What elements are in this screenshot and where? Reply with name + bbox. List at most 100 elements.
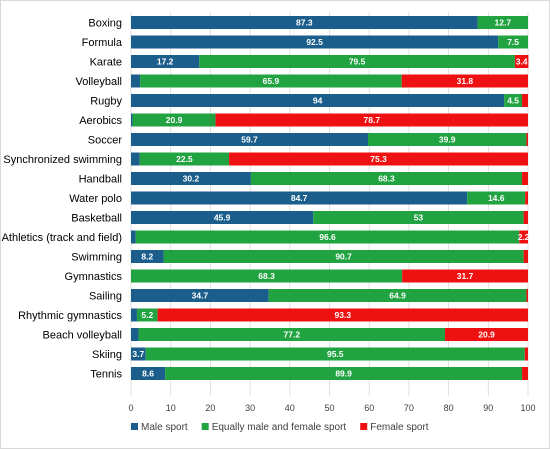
data-label: 8.2 — [141, 252, 153, 262]
data-label: 75.3 — [370, 154, 387, 164]
bar-segment — [519, 230, 528, 244]
bar-segment — [514, 55, 529, 68]
category-label: Beach volleyball — [43, 330, 123, 342]
bar-segment — [523, 250, 528, 263]
bars — [131, 16, 529, 380]
data-label: 3.4 — [516, 57, 528, 67]
category-label: Rhythmic gymnastics — [18, 310, 122, 322]
data-label: 7.5 — [507, 37, 519, 47]
data-labels: 87.3 12.7 92.5 7.5 17.2 79.5 3.4 65.9 31.8 94 4.5 2… — [132, 18, 529, 379]
data-label: 68.3 — [378, 174, 395, 184]
bar-segment — [140, 74, 402, 88]
bar-segment — [522, 172, 528, 185]
bar-segment — [268, 289, 527, 302]
data-label: 31.8 — [457, 76, 474, 86]
bar-segment — [229, 152, 528, 166]
data-label: 4.5 — [507, 96, 519, 106]
x-tick-label: 40 — [285, 403, 295, 413]
data-label: 64.9 — [389, 291, 406, 301]
bar-segment — [526, 133, 528, 146]
bar-segment — [368, 133, 527, 146]
category-label: Boxing — [88, 18, 122, 30]
category-label: Tennis — [90, 369, 122, 381]
bar-segment — [131, 152, 140, 166]
x-tick-label: 30 — [245, 403, 255, 413]
bar-segment — [131, 250, 164, 263]
bar-segment — [522, 367, 528, 380]
bar-segment — [522, 94, 528, 107]
x-tick-label: 100 — [520, 403, 535, 413]
data-label: 93.3 — [335, 310, 352, 320]
category-label: Gymnastics — [65, 271, 123, 283]
category-label: Water polo — [69, 193, 122, 205]
data-label: 14.6 — [488, 193, 505, 203]
category-label: Basketball — [71, 213, 122, 225]
data-label: 22.5 — [176, 154, 193, 164]
data-label: 65.9 — [263, 76, 280, 86]
bar-segment — [215, 113, 528, 127]
x-tick-label: 60 — [364, 403, 374, 413]
bar-segment — [131, 289, 269, 302]
data-label: 31.7 — [457, 271, 474, 281]
bar-segment — [199, 55, 515, 68]
category-label: Sailing — [89, 291, 122, 303]
x-tick-label: 0 — [128, 403, 133, 413]
legend-swatch — [131, 423, 138, 430]
data-label: 94 — [313, 96, 323, 106]
legend-swatch — [201, 423, 209, 430]
x-tick-label: 80 — [444, 403, 454, 413]
data-label: 12.7 — [495, 18, 512, 28]
data-label: 95.5 — [327, 349, 344, 359]
bar-segment — [131, 269, 403, 283]
data-label: 3.7 — [132, 349, 144, 359]
bar-segment — [135, 230, 520, 244]
bar-segment — [131, 308, 137, 322]
category-label: Formula — [82, 37, 123, 49]
data-label: 79.5 — [349, 57, 366, 67]
bar-segment — [445, 328, 528, 341]
bar-segment — [131, 367, 166, 380]
x-tick-label: 10 — [166, 403, 176, 413]
category-labels: Boxing Formula Karate Volleyball Rugby Aerobi… — [2, 18, 123, 381]
data-label: 78.7 — [364, 115, 381, 125]
bar-segment — [163, 250, 524, 263]
bar-segment — [131, 35, 499, 49]
bar-segment — [131, 230, 136, 244]
bar-segment — [524, 347, 528, 361]
data-label: 92.5 — [306, 37, 323, 47]
bar-segment — [131, 133, 369, 146]
data-label: 53 — [414, 213, 424, 223]
legend: Male sport Equally male and female sport F… — [131, 422, 429, 433]
data-label: 96.6 — [319, 232, 336, 242]
data-label: 59.7 — [241, 135, 258, 145]
category-label: Synchronized swimming — [3, 154, 122, 166]
data-label: 39.9 — [439, 135, 456, 145]
bar-segment — [250, 172, 523, 185]
x-tick-label: 90 — [483, 403, 493, 413]
bar-segment — [131, 94, 505, 107]
legend-label: Equally male and female sport — [212, 422, 347, 433]
data-label: 77.2 — [284, 330, 301, 340]
category-label: Athletics (track and field) — [2, 232, 122, 244]
bar-segment — [131, 55, 200, 68]
data-label: 17.2 — [157, 57, 174, 67]
bar-segment — [136, 308, 158, 322]
data-label: 45.9 — [214, 213, 231, 223]
bar-segment — [523, 211, 528, 224]
bar-segment — [139, 152, 230, 166]
bar-segment — [467, 191, 526, 205]
bar-segment — [401, 74, 528, 88]
bar-segment — [477, 16, 528, 29]
bar-segment — [157, 308, 528, 322]
category-label: Swimming — [71, 252, 122, 264]
data-label: 68.3 — [258, 271, 275, 281]
bar-segment — [313, 211, 524, 224]
bar-segment — [131, 16, 478, 29]
category-label: Aerobics — [79, 115, 122, 127]
data-label: 20.9 — [478, 330, 495, 340]
x-tick-label: 20 — [205, 403, 215, 413]
data-label: 30.2 — [183, 174, 200, 184]
legend-swatch — [360, 423, 368, 430]
bar-segment — [131, 191, 468, 205]
